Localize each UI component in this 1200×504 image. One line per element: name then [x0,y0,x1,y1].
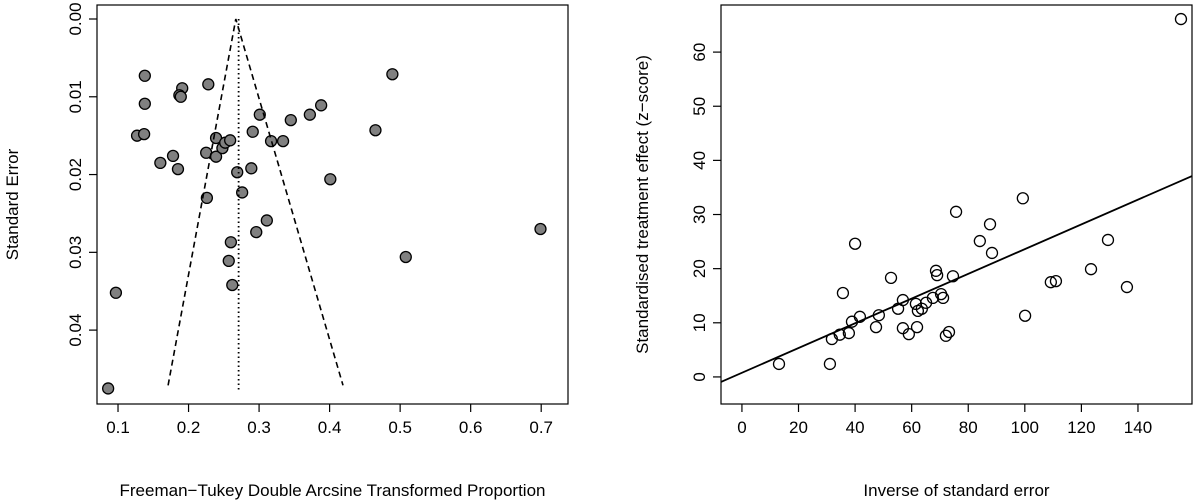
point [224,236,238,249]
point [823,357,837,371]
point [101,382,115,395]
point [137,127,151,141]
point [222,254,235,268]
y-axis-label: Standard Error [3,148,22,260]
point [848,237,862,250]
point [109,286,123,299]
x-tick-label: 0.6 [459,418,483,437]
point [276,134,290,148]
point [985,246,999,260]
point [1101,233,1115,247]
y-tick-label: 0.03 [66,236,85,269]
plot-frame [720,4,1193,405]
point [253,108,266,121]
point [534,222,547,236]
point [284,113,297,127]
point [303,108,317,121]
point [1084,263,1098,276]
point [138,97,151,110]
point [226,278,239,292]
y-tick-label: 30 [690,205,709,224]
x-tick-label: 0.4 [318,418,342,437]
point [166,149,180,163]
y-tick-label: 20 [690,259,709,278]
point [853,310,867,323]
point [231,166,244,179]
point [936,291,950,305]
x-axis-label: Inverse of standard error [863,481,1049,500]
point [154,156,167,170]
point [399,250,412,264]
point [946,270,960,283]
x-tick-label: 100 [1011,418,1039,437]
x-tick-label: 60 [902,418,921,437]
x-tick-label: 20 [789,418,808,437]
point [869,320,883,334]
point [386,68,399,81]
y-tick-label: 0.02 [66,158,85,191]
point [926,291,940,305]
point [1016,192,1029,205]
x-tick-label: 80 [959,418,978,437]
point [836,286,850,300]
point [314,99,328,112]
y-tick-label: 0 [690,372,709,381]
point [949,205,963,218]
x-tick-label: 120 [1067,418,1095,437]
point [1120,280,1134,294]
point [929,264,943,277]
y-tick-label: 60 [690,43,709,62]
point [250,225,263,239]
point [264,134,278,148]
x-tick-label: 0.5 [388,418,412,437]
funnel-line [167,18,344,386]
point [1018,309,1032,322]
x-tick-label: 0.1 [106,418,130,437]
point [200,191,214,205]
y-tick-label: 0.04 [66,314,85,347]
y-tick-label: 40 [690,151,709,170]
y-tick-label: 0.00 [66,2,85,35]
regression-line [720,175,1193,383]
x-tick-label: 0 [737,418,746,437]
x-tick-label: 0.7 [529,418,553,437]
y-axis-label: Standardised treatment effect (z−score) [633,55,652,354]
point [930,269,944,282]
point [973,234,986,248]
point [1044,276,1057,289]
y-tick-label: 10 [690,313,709,332]
point [772,357,786,371]
y-tick-label: 50 [690,97,709,116]
point [942,325,956,339]
point [842,326,856,340]
point [260,214,273,227]
x-axis-label: Freeman−Tukey Double Arcsine Transformed… [120,481,546,500]
point [202,78,215,91]
point [884,271,898,285]
point [1049,274,1063,288]
point [1174,12,1188,26]
x-tick-label: 40 [846,418,865,437]
y-tick-label: 0.01 [66,80,85,113]
point [896,322,910,335]
point [246,125,259,138]
point [245,162,258,175]
x-tick-label: 0.2 [177,418,201,437]
point [983,218,997,231]
x-tick-label: 140 [1124,418,1152,437]
plot-frame [96,4,569,405]
point [939,329,953,342]
point [174,90,187,103]
point [224,134,237,147]
point [171,162,185,176]
point [902,328,915,341]
x-tick-label: 0.3 [247,418,271,437]
point [369,124,382,137]
point [910,320,924,334]
point [138,69,151,82]
point [324,173,337,186]
point [236,186,249,199]
